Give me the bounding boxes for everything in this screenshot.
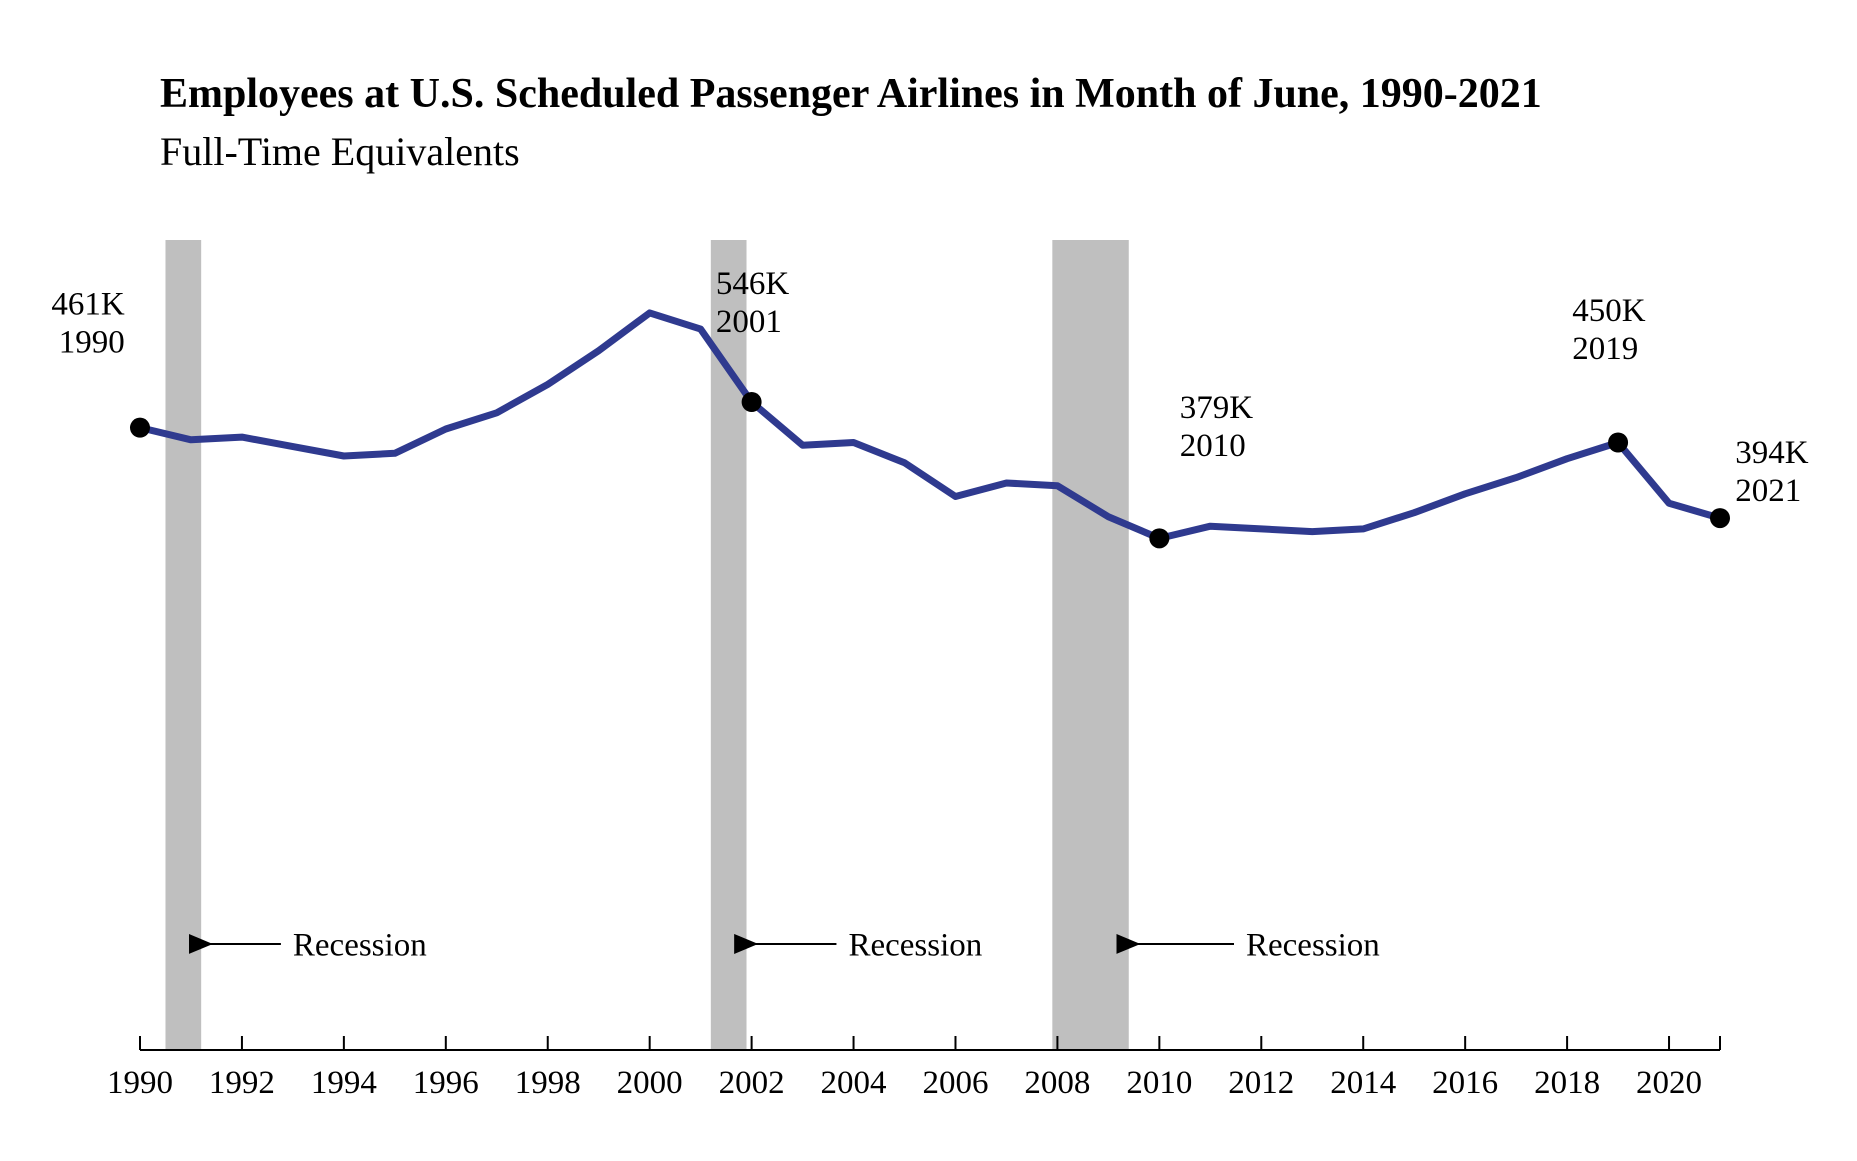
- point-label: 450K: [1572, 293, 1646, 329]
- recession-band: [165, 240, 201, 1050]
- chart-subtitle: Full-Time Equivalents: [160, 128, 520, 175]
- x-tick-label: 2018: [1534, 1065, 1600, 1101]
- point-label: 2001: [716, 304, 782, 340]
- point-label: 1990: [59, 324, 125, 360]
- x-tick-label: 1992: [209, 1065, 275, 1101]
- recession-label: Recession: [1246, 928, 1380, 964]
- recession-label: Recession: [848, 928, 982, 964]
- x-tick-label: 2014: [1330, 1065, 1396, 1101]
- point-label: 461K: [51, 286, 125, 322]
- data-point-marker: [742, 392, 762, 412]
- data-point-marker: [1608, 433, 1628, 453]
- point-label: 546K: [716, 266, 790, 302]
- point-label: 2021: [1735, 473, 1801, 509]
- x-tick-label: 2010: [1126, 1065, 1192, 1101]
- recession-band: [1052, 240, 1128, 1050]
- x-tick-label: 1994: [311, 1065, 377, 1101]
- x-tick-label: 1998: [515, 1065, 581, 1101]
- x-tick-label: 2012: [1228, 1065, 1294, 1101]
- x-tick-label: 2008: [1024, 1065, 1090, 1101]
- x-tick-label: 2016: [1432, 1065, 1498, 1101]
- point-label: 394K: [1735, 435, 1809, 471]
- data-point-marker: [130, 418, 150, 438]
- point-label: 2019: [1572, 331, 1638, 367]
- point-label: 379K: [1180, 390, 1254, 426]
- x-tick-label: 2004: [821, 1065, 887, 1101]
- data-point-marker: [1710, 508, 1730, 528]
- x-tick-label: 2020: [1636, 1065, 1702, 1101]
- recession-band: [711, 240, 747, 1050]
- point-label: 2010: [1180, 428, 1246, 464]
- x-tick-label: 2006: [922, 1065, 988, 1101]
- x-tick-label: 1996: [413, 1065, 479, 1101]
- x-tick-label: 2000: [617, 1065, 683, 1101]
- chart-title: Employees at U.S. Scheduled Passenger Ai…: [160, 70, 1542, 118]
- x-tick-label: 1990: [107, 1065, 173, 1101]
- recession-label: Recession: [293, 928, 427, 964]
- x-tick-label: 2002: [719, 1065, 785, 1101]
- series-line: [140, 313, 1720, 538]
- data-point-marker: [1149, 528, 1169, 548]
